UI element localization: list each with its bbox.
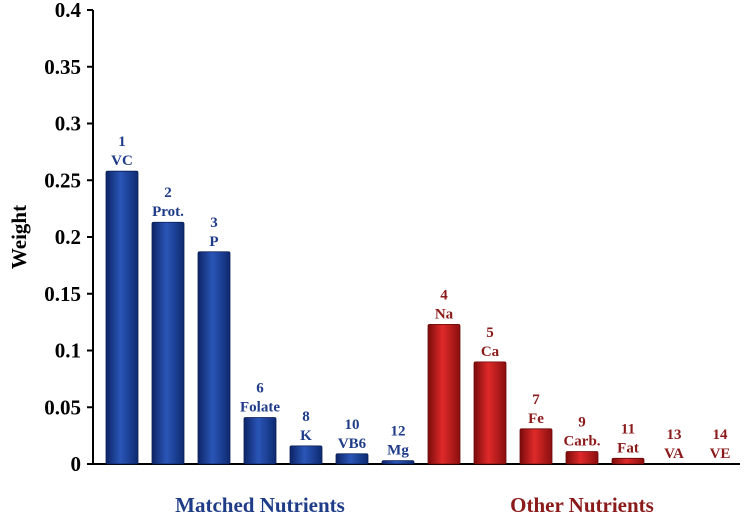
bar-mg [381,460,415,465]
bar-p [197,251,231,465]
y-tick-label: 0.35 [44,55,81,79]
bar-name-label: VA [664,446,684,462]
bar-name-label: VB6 [338,436,367,452]
bar-vc [105,170,139,465]
group-label-matched: Matched Nutrients [175,493,345,517]
bar-name-label: K [300,428,312,444]
bar-name-label: Ca [481,344,500,360]
y-tick-label: 0.05 [44,395,81,419]
y-tick-label: 0.15 [44,282,81,306]
bar-name-label: VE [710,446,731,462]
bar-name-label: Na [435,306,454,322]
bar-rank-label: 10 [345,417,360,433]
bar-carb [565,451,599,465]
bar-name-label: P [209,234,218,250]
bar-rank-label: 4 [440,287,448,303]
bar-name-label: Folate [240,399,280,415]
group-label-other: Other Nutrients [510,493,654,517]
bar-name-label: Fat [617,440,639,456]
y-axis-label: Weight [7,205,31,269]
bar-ca [473,361,507,465]
bar-rank-label: 7 [532,392,540,408]
bar-rank-label: 3 [210,215,218,231]
y-tick-label: 0.2 [55,225,81,249]
y-tick-label: 0 [71,452,82,476]
bar-rank-label: 12 [391,424,406,440]
bar-vb6 [335,453,369,465]
bar-rank-label: 8 [302,409,310,425]
bar-name-label: Prot. [152,204,184,220]
bar-folate [243,417,277,465]
bar-rank-label: 1 [118,134,126,150]
bar-fat [611,457,645,465]
bar-rank-label: 9 [578,415,586,431]
bar-rank-label: 5 [486,325,494,341]
y-tick-label: 0.1 [55,339,81,363]
bar-na [427,323,461,465]
bar-fe [519,428,553,465]
bar-name-label: VC [111,153,133,169]
bar-k [289,445,323,465]
y-tick-label: 0.25 [44,168,81,192]
bar-prot [151,221,185,465]
y-tick-label: 0.3 [55,112,81,136]
bar-rank-label: 11 [621,421,635,437]
bar-name-label: Carb. [563,434,600,450]
bar-rank-label: 2 [164,185,172,201]
bar-name-label: Fe [528,411,544,427]
y-tick-label: 0.4 [55,0,82,22]
bar-rank-label: 14 [713,427,729,443]
bar-rank-label: 6 [256,380,264,396]
bar-rank-label: 13 [667,427,682,443]
bar-name-label: Mg [387,443,409,459]
